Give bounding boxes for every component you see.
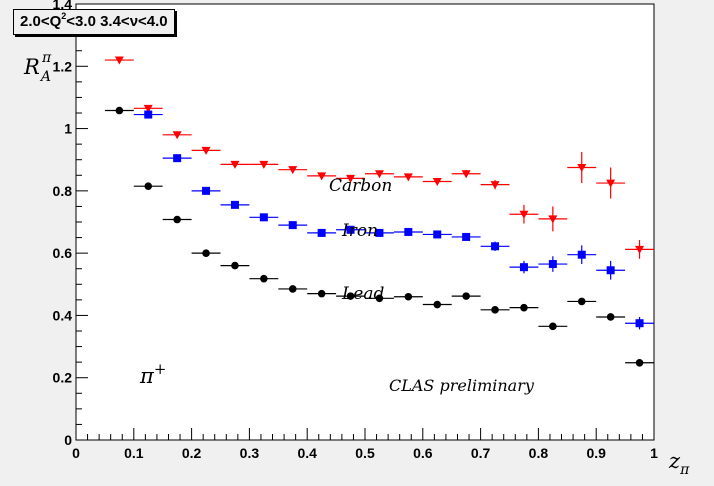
data-point — [520, 303, 528, 312]
data-point — [288, 285, 297, 293]
y-tick-label: 1.2 — [53, 58, 73, 74]
data-point — [144, 110, 153, 119]
data-point — [432, 178, 442, 187]
annotation-iron: Iron — [341, 221, 378, 241]
data-point — [519, 263, 528, 272]
data-point — [317, 228, 326, 237]
data-point — [346, 225, 355, 234]
x-tick-label: 0.7 — [471, 445, 491, 461]
x-tick-label: 0 — [72, 445, 80, 461]
data-point — [260, 274, 268, 283]
data-point — [230, 200, 239, 209]
axes: 0 0.1 0.2 0.3 0.4 0.5 0.6 0.7 0.8 0.9 1 0 0.2 0.4 0.6 0… — [53, 0, 659, 461]
data-point — [403, 173, 413, 182]
annotation-lead: Lead — [341, 284, 384, 304]
data-point — [172, 131, 182, 140]
series-carbon — [104, 56, 654, 259]
data-point — [202, 249, 210, 257]
data-point — [173, 215, 181, 224]
data-point — [259, 213, 268, 222]
data-point — [548, 260, 557, 269]
series-lead — [104, 106, 654, 367]
data-point — [375, 228, 384, 237]
data-point — [346, 292, 355, 300]
data-point — [375, 294, 384, 303]
data-point — [173, 154, 182, 163]
data-point — [433, 300, 442, 309]
data-point — [114, 56, 124, 65]
data-point — [635, 358, 644, 367]
x-tick-label: 0.3 — [240, 445, 260, 461]
data-marks — [104, 26, 654, 367]
data-point — [549, 322, 557, 331]
y-tick-label: 0.2 — [53, 370, 73, 386]
data-point — [144, 182, 153, 190]
data-point — [230, 160, 240, 169]
data-point — [288, 166, 298, 175]
x-tick-label: 0.6 — [413, 445, 433, 461]
data-point — [461, 170, 471, 179]
data-point — [231, 261, 239, 270]
plot-frame — [75, 3, 655, 441]
data-point — [143, 104, 153, 113]
data-point — [577, 164, 587, 172]
x-tick-label: 0.5 — [355, 445, 375, 461]
y-tick-label: 0.8 — [53, 183, 73, 199]
x-tick-label: 0.2 — [182, 445, 202, 461]
data-point — [462, 292, 470, 300]
data-point — [404, 292, 413, 301]
data-point — [374, 170, 384, 179]
data-point — [317, 172, 327, 181]
annotation-particle: π+ — [139, 360, 166, 388]
data-point — [317, 289, 326, 298]
x-tick-label: 0.1 — [124, 445, 144, 461]
x-tick-label: 1 — [650, 445, 658, 461]
x-tick-label: 0.8 — [529, 445, 549, 461]
data-point — [288, 221, 297, 230]
data-point — [519, 210, 529, 219]
y-tick-label: 1 — [64, 121, 72, 137]
data-point — [346, 174, 356, 183]
data-point — [115, 106, 124, 115]
data-point — [635, 319, 644, 328]
data-point — [606, 266, 615, 275]
data-point — [491, 242, 500, 251]
data-point — [577, 250, 586, 259]
x-tick-label: 0.9 — [586, 445, 606, 461]
chart-title-box: 2.0<Q2<3.0 3.4<ν<4.0 — [13, 9, 175, 35]
data-point — [577, 297, 586, 306]
data-point — [548, 215, 558, 224]
series-iron — [104, 26, 654, 330]
data-point — [490, 181, 500, 190]
data-point — [491, 306, 499, 314]
data-point — [606, 313, 615, 321]
y-tick-label: 0 — [64, 432, 72, 448]
data-point — [202, 186, 211, 195]
annotation-carbon: Carbon — [329, 176, 392, 196]
x-tick-label: 0.4 — [297, 445, 317, 461]
y-tick-label: 0.6 — [53, 245, 73, 261]
data-point — [201, 146, 211, 155]
data-point — [433, 230, 442, 239]
y-tick-label: 0.4 — [53, 307, 73, 323]
data-point — [606, 179, 616, 188]
annotation-preliminary: CLAS preliminary — [389, 376, 535, 395]
data-point — [259, 160, 269, 169]
data-point — [462, 232, 471, 241]
data-point — [635, 245, 645, 254]
data-point — [404, 227, 413, 236]
x-axis-label: zπ — [668, 449, 690, 478]
y-axis-label: RAπ — [23, 50, 52, 85]
